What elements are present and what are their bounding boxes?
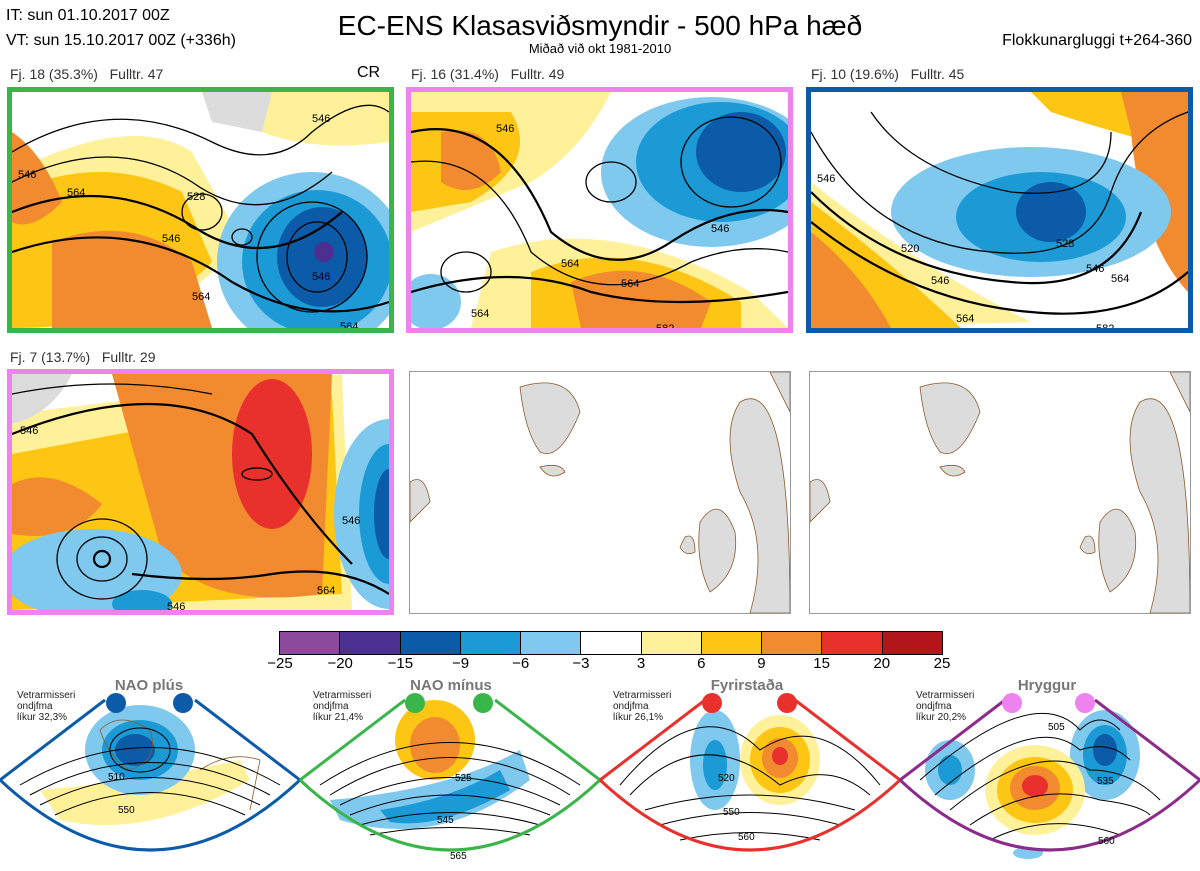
cluster-2-label: Fj. 16 (31.4%) Fulltr. 49 [411,66,565,82]
regime-4-name: Hryggur [1017,677,1077,694]
colorbar-tick-label: −6 [512,655,530,672]
svg-text:564: 564 [317,585,335,597]
svg-text:546: 546 [312,113,330,125]
svg-text:528: 528 [187,191,205,203]
colorbar-tick-label: 15 [813,655,830,672]
svg-text:520: 520 [718,773,735,784]
cluster-map-2: 546 564 564 546 564 582 [406,87,793,333]
regime-1-name: NAO plús [114,677,184,694]
cluster-4-label: Fj. 7 (13.7%) Fulltr. 29 [10,349,156,365]
svg-text:564: 564 [561,258,579,270]
svg-text:564: 564 [621,278,639,290]
contour-labels: 546 528 564 546 564 546 564 546 [18,113,358,328]
colorbar-segment [520,632,581,654]
svg-text:546: 546 [931,275,949,287]
regime-map-blocking: 520 550 560 [598,693,903,852]
colorbar-tick-label: −3 [572,655,590,672]
regime-2-name: NAO mínus [410,677,492,694]
svg-text:546: 546 [162,233,180,245]
regime-3-name: Fyrirstaða [710,677,784,694]
regime-maps: 510 550 525 545 565 [0,693,1200,862]
svg-text:546: 546 [18,169,36,181]
colorbar-tick-label: −25 [267,655,293,672]
colorbar-segment [881,632,942,654]
anomaly-shading [12,374,389,610]
svg-text:546: 546 [312,271,330,283]
empty-map-6 [809,371,1191,614]
colorbar-segment [700,632,762,654]
svg-text:560: 560 [738,832,755,843]
contour-labels: 546 546 564 546 [20,425,360,610]
regime-3-note: Vetrarmisseri ondjfma líkur 26,1% [613,690,672,723]
svg-text:545: 545 [437,815,454,826]
colorbar-segment [761,632,822,654]
svg-text:528: 528 [1056,238,1074,250]
colorbar-tick-label: −9 [451,655,470,672]
empty-map-5 [409,371,791,614]
valid-time: VT: sun 15.10.2017 00Z (+336h) [6,32,236,49]
colorbar-tick-label: −20 [327,655,353,672]
svg-text:546: 546 [1086,263,1104,275]
regime-map-nao-minus: 525 545 565 [298,693,603,862]
colorbar-tick-label: 20 [873,655,891,672]
colorbar-segment [339,632,400,654]
svg-text:564: 564 [1111,273,1129,285]
cluster-map-1: 546 528 564 546 564 546 564 546 [7,87,394,333]
svg-text:564: 564 [340,321,358,328]
colorbar-tick-label: −15 [387,655,414,672]
colorbar-segment [280,632,340,654]
svg-text:550: 550 [723,807,740,818]
svg-text:582: 582 [1096,323,1114,328]
anomaly-shading [811,92,1188,328]
regime-map-nao-plus: 510 550 [0,693,303,852]
regime-map-ridge: 505 535 560 [898,693,1200,859]
colorbar-segment [399,632,460,654]
colorbar-tick-label: 25 [933,655,951,672]
colorbar-tick-label: 9 [757,655,766,672]
svg-text:546: 546 [20,425,38,437]
svg-text:546: 546 [817,173,835,185]
cluster-map-4: 546 546 564 546 [7,369,394,615]
colorbar-tick-label: 3 [636,655,646,672]
svg-text:564: 564 [956,313,974,325]
contour-labels: 546 528 520 546 564 546 564 582 [817,173,1129,328]
page-title: EC-ENS Klasasviðsmyndir - 500 hPa hæð [337,10,863,41]
svg-text:525: 525 [455,773,472,784]
svg-text:560: 560 [1098,836,1115,847]
svg-text:582: 582 [656,323,674,328]
colorbar-segment [640,632,701,654]
svg-text:564: 564 [192,291,210,303]
svg-text:546: 546 [167,601,185,610]
contour-labels: 546 564 564 546 564 582 [471,123,729,328]
svg-text:510: 510 [108,772,125,783]
svg-text:564: 564 [67,187,85,199]
svg-text:546: 546 [342,515,360,527]
colorbar-segment [821,632,882,654]
cluster-1-label: Fj. 18 (35.3%) Fulltr. 47 [10,66,164,82]
regime-1-note: Vetrarmisseri ondjfma líkur 32,3% [17,690,76,723]
svg-text:550: 550 [118,805,135,816]
anomaly-colorbar [279,631,943,655]
colorbar-tick-label: 6 [697,655,706,672]
svg-text:564: 564 [471,308,489,320]
colorbar-segment [580,632,641,654]
svg-text:505: 505 [1048,722,1065,733]
regime-4-note: Vetrarmisseri ondjfma líkur 20,2% [916,690,975,723]
cluster-map-3: 546 528 520 546 564 546 564 582 [806,87,1193,333]
cluster-3-label: Fj. 10 (19.6%) Fulltr. 45 [811,66,965,82]
initial-time: IT: sun 01.10.2017 00Z [6,7,170,24]
svg-text:565: 565 [450,851,467,862]
svg-text:520: 520 [901,243,919,255]
svg-text:546: 546 [711,223,729,235]
svg-text:535: 535 [1097,776,1114,787]
colorbar-segment [459,632,521,654]
anomaly-shading [411,92,788,328]
svg-text:546: 546 [496,123,514,135]
cluster-1-tag: CR [357,64,381,81]
page-subtitle: Miðað við okt 1981-2010 [528,41,672,56]
regime-2-note: Vetrarmisseri ondjfma líkur 21,4% [313,690,372,723]
clustering-window: Flokkunargluggi t+264-360 [1002,32,1192,49]
